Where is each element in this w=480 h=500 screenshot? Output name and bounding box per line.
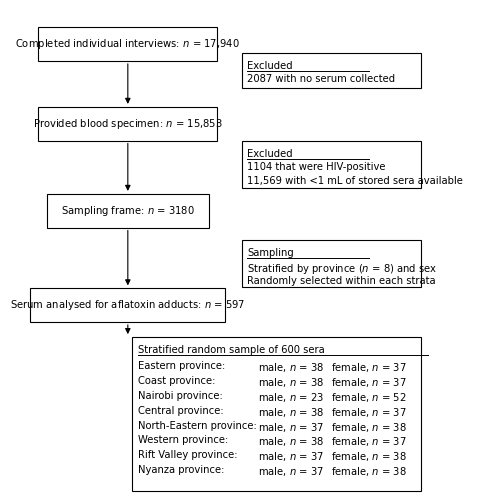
Text: Nairobi province:: Nairobi province:	[138, 390, 223, 400]
FancyBboxPatch shape	[241, 52, 420, 88]
Text: Stratified random sample of 600 sera: Stratified random sample of 600 sera	[138, 345, 325, 355]
Text: North-Eastern province:: North-Eastern province:	[138, 420, 257, 430]
Text: 11,569 with <1 mL of stored sera available: 11,569 with <1 mL of stored sera availab…	[247, 176, 463, 186]
FancyBboxPatch shape	[30, 288, 226, 322]
Text: female, $n$ = 37: female, $n$ = 37	[331, 436, 407, 448]
Text: Sampling: Sampling	[247, 248, 294, 258]
FancyBboxPatch shape	[241, 140, 420, 188]
Text: male, $n$ = 38: male, $n$ = 38	[258, 436, 324, 448]
Text: Eastern province:: Eastern province:	[138, 361, 225, 371]
Text: female, $n$ = 37: female, $n$ = 37	[331, 376, 407, 389]
Text: male, $n$ = 23: male, $n$ = 23	[258, 390, 324, 404]
Text: male, $n$ = 37: male, $n$ = 37	[258, 466, 324, 478]
Text: Rift Valley province:: Rift Valley province:	[138, 450, 238, 460]
Text: 2087 with no serum collected: 2087 with no serum collected	[247, 74, 396, 85]
Text: female, $n$ = 37: female, $n$ = 37	[331, 361, 407, 374]
Text: male, $n$ = 38: male, $n$ = 38	[258, 361, 324, 374]
FancyBboxPatch shape	[38, 107, 217, 140]
FancyBboxPatch shape	[47, 194, 209, 228]
Text: Serum analysed for aflatoxin adducts: $n$ = 597: Serum analysed for aflatoxin adducts: $n…	[11, 298, 245, 312]
Text: male, $n$ = 37: male, $n$ = 37	[258, 420, 324, 434]
Text: Central province:: Central province:	[138, 406, 224, 415]
Text: female, $n$ = 38: female, $n$ = 38	[331, 450, 407, 464]
Text: Sampling frame: $n$ = 3180: Sampling frame: $n$ = 3180	[61, 204, 195, 218]
Text: female, $n$ = 52: female, $n$ = 52	[331, 390, 407, 404]
Text: female, $n$ = 38: female, $n$ = 38	[331, 420, 407, 434]
Text: Western province:: Western province:	[138, 436, 228, 446]
Text: Provided blood specimen: $n$ = 15,853: Provided blood specimen: $n$ = 15,853	[33, 116, 223, 130]
FancyBboxPatch shape	[241, 240, 420, 288]
Text: female, $n$ = 37: female, $n$ = 37	[331, 406, 407, 418]
Text: female, $n$ = 38: female, $n$ = 38	[331, 466, 407, 478]
Text: male, $n$ = 38: male, $n$ = 38	[258, 376, 324, 389]
Text: 1104 that were HIV-positive: 1104 that were HIV-positive	[247, 162, 386, 172]
Text: Excluded: Excluded	[247, 148, 293, 158]
Text: Completed individual interviews: $n$ = 17,940: Completed individual interviews: $n$ = 1…	[15, 37, 240, 51]
FancyBboxPatch shape	[38, 27, 217, 61]
Text: Coast province:: Coast province:	[138, 376, 216, 386]
Text: Nyanza province:: Nyanza province:	[138, 466, 224, 475]
Text: male, $n$ = 38: male, $n$ = 38	[258, 406, 324, 418]
FancyBboxPatch shape	[132, 337, 420, 491]
Text: Excluded: Excluded	[247, 60, 293, 70]
Text: male, $n$ = 37: male, $n$ = 37	[258, 450, 324, 464]
Text: Stratified by province ($n$ = 8) and sex: Stratified by province ($n$ = 8) and sex	[247, 262, 438, 276]
Text: Randomly selected within each strata: Randomly selected within each strata	[247, 276, 436, 286]
